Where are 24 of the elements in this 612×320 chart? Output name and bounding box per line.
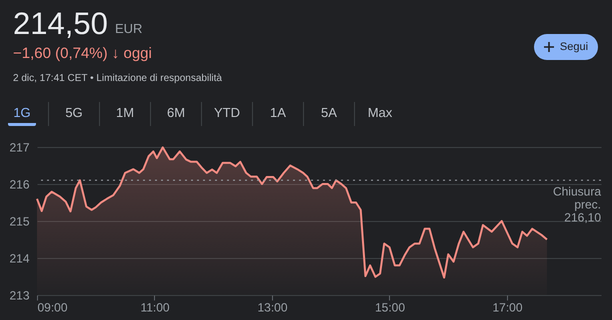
text: Segui: [560, 41, 588, 53]
text: Max: [354, 102, 405, 126]
text: 6M: [150, 102, 201, 126]
y-tick-label: 214: [9, 252, 30, 266]
y-tick-label: 215: [9, 214, 30, 228]
text: −1,60 (0,74%) ↓ oggi: [13, 45, 152, 62]
x-tick-label: 13:00: [257, 300, 288, 314]
text: 1A: [252, 102, 303, 126]
y-tick-label: 217: [9, 140, 30, 154]
text: 2 dic, 17:41 CET • Limitazione di responsabilità: [13, 73, 222, 84]
y-tick-label: 216: [9, 178, 30, 192]
text: 1M: [99, 102, 150, 126]
text: 5G: [48, 102, 99, 126]
text: YTD: [201, 102, 252, 126]
x-tick-label: 09:00: [38, 300, 68, 314]
ref-line-label: Chiusura prec. 216,10: [552, 184, 602, 224]
x-tick-label: 15:00: [374, 300, 406, 314]
x-tick-label: 11:00: [140, 300, 170, 314]
text: 5A: [303, 102, 354, 126]
y-tick-label: 213: [9, 288, 30, 302]
x-tick-label: 17:00: [492, 300, 523, 314]
text: 1G: [8, 102, 36, 126]
chart-title: 214,50: [13, 6, 108, 42]
chart-subtitle: EUR: [115, 21, 142, 36]
